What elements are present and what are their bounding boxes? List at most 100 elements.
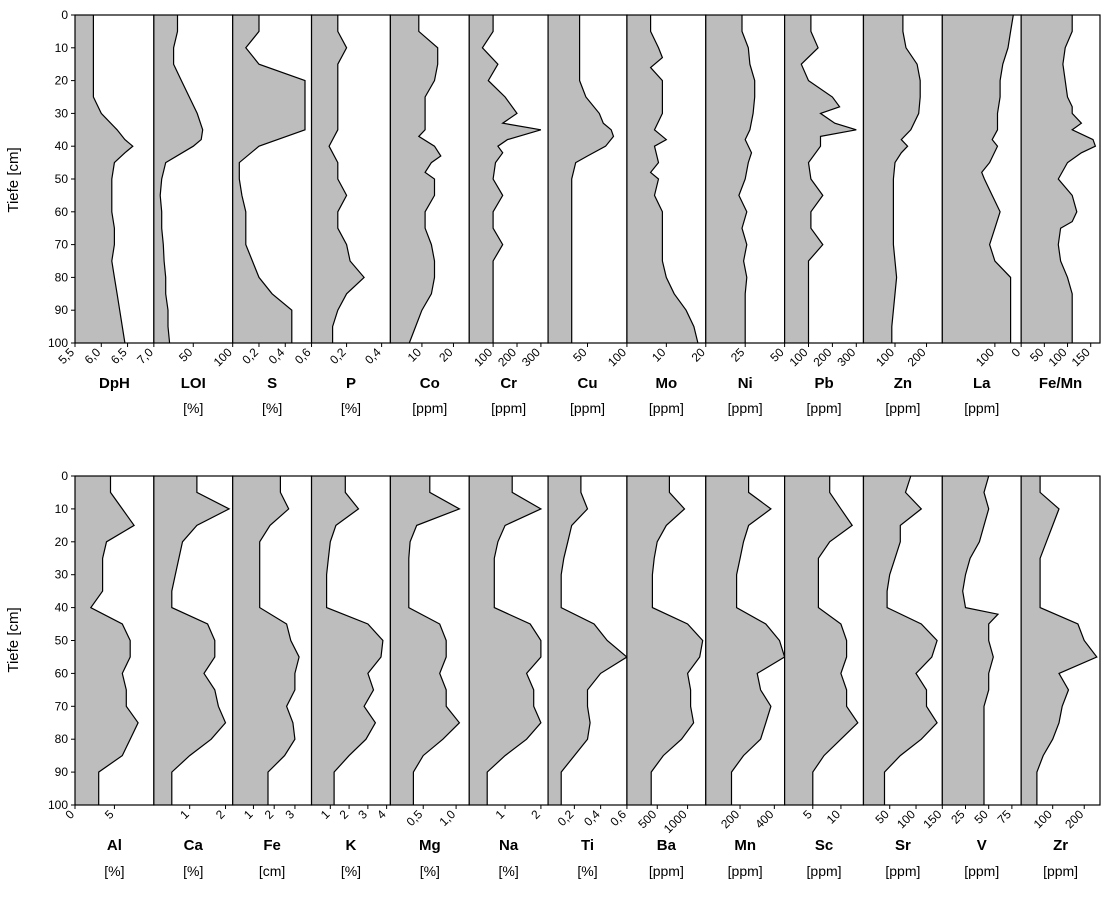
column-name: Mo [656, 375, 678, 392]
profile-line-k [326, 476, 384, 805]
x-tick-label: 50 [1027, 345, 1047, 365]
column-unit: [ppm] [728, 400, 763, 416]
profile-line-ti [560, 476, 628, 805]
column-frame [1020, 475, 1101, 806]
profile-line-ca [171, 476, 231, 805]
column-unit: [%] [420, 863, 440, 879]
y-tick-label: 60 [55, 205, 69, 219]
profile-area-sc [784, 476, 858, 805]
x-tick-label: 200 [1062, 807, 1086, 831]
x-tick-label: 0,6 [607, 807, 629, 829]
y-tick-label: 100 [48, 336, 68, 350]
profile-line-sc [812, 476, 859, 805]
column-name: Ti [581, 837, 594, 854]
profile-line-mg [408, 476, 461, 805]
column-name: Co [420, 375, 440, 392]
column-unit: [ppm] [807, 400, 842, 416]
column-unit: [ppm] [885, 400, 920, 416]
x-tick-label: 20 [689, 345, 709, 365]
column-unit: [cm] [259, 863, 285, 879]
column-unit: [%] [262, 400, 282, 416]
column-unit: [ppm] [1043, 863, 1078, 879]
x-tick-label: 200 [495, 345, 519, 369]
x-tick-label: 100 [973, 345, 997, 369]
y-tick-label: 90 [55, 303, 69, 317]
profile-area-v [942, 476, 998, 805]
profile-line-fe [259, 476, 300, 805]
y-tick-label: 10 [55, 502, 69, 516]
profile-area-mg [390, 476, 460, 805]
profile-line-mn [730, 476, 786, 805]
column-name: Sr [895, 837, 911, 854]
y-tick-label: 80 [55, 270, 69, 284]
column-name: Ca [184, 837, 204, 854]
column-unit: [ppm] [885, 863, 920, 879]
column-name: Cu [578, 375, 598, 392]
x-tick-label: 100 [471, 345, 495, 369]
column-name: Mg [419, 837, 441, 854]
column-unit: [ppm] [807, 863, 842, 879]
profile-line-fe-mn [1057, 15, 1097, 343]
profile-area-p [311, 15, 365, 343]
column-unit: [ppm] [964, 863, 999, 879]
column-unit: [ppm] [649, 400, 684, 416]
x-tick-label: 150 [920, 807, 944, 831]
x-tick-label: 25 [948, 807, 968, 827]
y-axis-label-bottom: Tiefe [cm] [5, 607, 22, 672]
column-name: Mn [734, 837, 756, 854]
x-tick-label: 0,4 [581, 807, 603, 829]
profile-area-la [942, 15, 1014, 343]
x-tick-label: 50 [176, 345, 196, 365]
x-tick-label: 100 [1046, 345, 1070, 369]
column-name: Al [107, 837, 122, 854]
x-tick-label: 50 [570, 345, 590, 365]
y-tick-label: 50 [55, 172, 69, 186]
profile-area-cu [548, 15, 614, 343]
x-tick-label: 0 [62, 807, 77, 822]
profile-area-k [311, 476, 383, 805]
profile-line-ni [738, 15, 756, 343]
column-name: DpH [99, 375, 130, 392]
profile-area-ti [548, 476, 627, 805]
y-axis-label-top: Tiefe [cm] [5, 147, 22, 212]
x-tick-label: 0,2 [327, 345, 349, 367]
x-tick-label: 2 [262, 807, 277, 822]
column-unit: [ppm] [412, 400, 447, 416]
x-tick-label: 10 [405, 345, 425, 365]
profile-area-zr [1021, 476, 1097, 805]
x-tick-label: 20 [436, 345, 456, 365]
profile-area-ba [626, 476, 703, 805]
y-tick-label: 30 [55, 106, 69, 120]
x-tick-label: 50 [767, 345, 787, 365]
column-unit: [%] [341, 863, 361, 879]
x-tick-label: 3 [355, 807, 370, 822]
column-name: Fe/Mn [1039, 375, 1082, 392]
x-tick-label: 200 [718, 807, 742, 831]
x-tick-label: 25 [728, 345, 748, 365]
profile-line-pb [800, 15, 857, 343]
column-name: Zn [894, 375, 912, 392]
x-tick-label: 100 [1031, 807, 1055, 831]
profile-line-p [328, 15, 365, 343]
column-name: Fe [263, 837, 281, 854]
x-tick-label: 100 [605, 345, 629, 369]
column-unit: [ppm] [570, 400, 605, 416]
y-tick-label: 20 [55, 74, 69, 88]
column-unit: [%] [183, 400, 203, 416]
column-name: LOI [181, 375, 206, 392]
x-tick-label: 1 [493, 807, 508, 822]
y-tick-label: 70 [55, 699, 69, 713]
column-unit: [%] [183, 863, 203, 879]
x-tick-label: 200 [905, 345, 929, 369]
column-name: Na [499, 837, 519, 854]
column-unit: [%] [341, 400, 361, 416]
profile-line-na [486, 476, 543, 805]
x-tick-label: 100 [873, 345, 897, 369]
column-name: Zr [1053, 837, 1068, 854]
profile-area-s [232, 15, 305, 343]
x-tick-label: 2 [213, 807, 228, 822]
y-tick-label: 100 [48, 798, 68, 812]
column-name: Pb [814, 375, 833, 392]
x-tick-label: 10 [649, 345, 669, 365]
column-unit: [%] [499, 863, 519, 879]
